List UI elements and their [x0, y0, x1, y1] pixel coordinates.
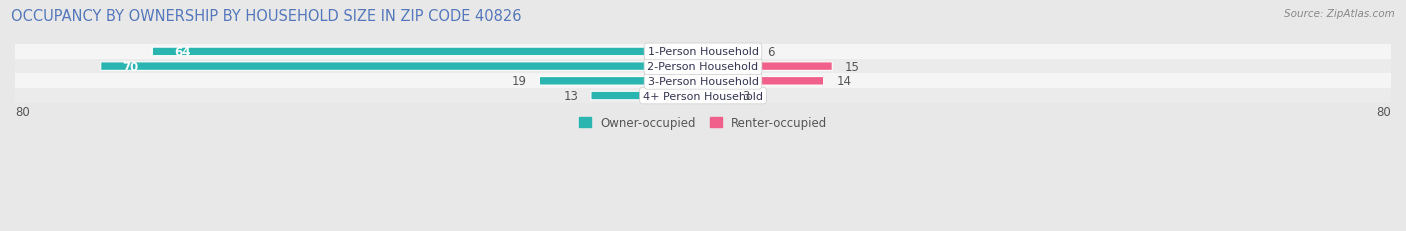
FancyBboxPatch shape: [703, 77, 824, 86]
Text: Source: ZipAtlas.com: Source: ZipAtlas.com: [1284, 9, 1395, 19]
FancyBboxPatch shape: [591, 92, 703, 100]
FancyBboxPatch shape: [703, 48, 755, 56]
Bar: [0, 89, 1406, 103]
Bar: [0, 60, 1406, 74]
Text: 80: 80: [15, 106, 30, 119]
FancyBboxPatch shape: [703, 92, 730, 100]
Text: 4+ Person Household: 4+ Person Household: [643, 91, 763, 101]
Text: 2-Person Household: 2-Person Household: [647, 62, 759, 72]
FancyBboxPatch shape: [152, 48, 703, 56]
Text: 13: 13: [564, 90, 578, 103]
Legend: Owner-occupied, Renter-occupied: Owner-occupied, Renter-occupied: [574, 112, 832, 134]
Text: 3: 3: [742, 90, 749, 103]
Bar: [0, 45, 1406, 60]
FancyBboxPatch shape: [703, 63, 832, 71]
Text: 19: 19: [512, 75, 527, 88]
Bar: [0, 74, 1406, 89]
Text: 6: 6: [768, 46, 775, 59]
FancyBboxPatch shape: [540, 77, 703, 86]
Text: OCCUPANCY BY OWNERSHIP BY HOUSEHOLD SIZE IN ZIP CODE 40826: OCCUPANCY BY OWNERSHIP BY HOUSEHOLD SIZE…: [11, 9, 522, 24]
Text: 1-Person Household: 1-Person Household: [648, 47, 758, 57]
FancyBboxPatch shape: [101, 63, 703, 71]
Text: 15: 15: [845, 60, 860, 73]
Text: 80: 80: [1376, 106, 1391, 119]
Text: 3-Person Household: 3-Person Household: [648, 76, 758, 86]
Text: 70: 70: [122, 60, 139, 73]
Text: 64: 64: [174, 46, 191, 59]
Text: 14: 14: [837, 75, 851, 88]
